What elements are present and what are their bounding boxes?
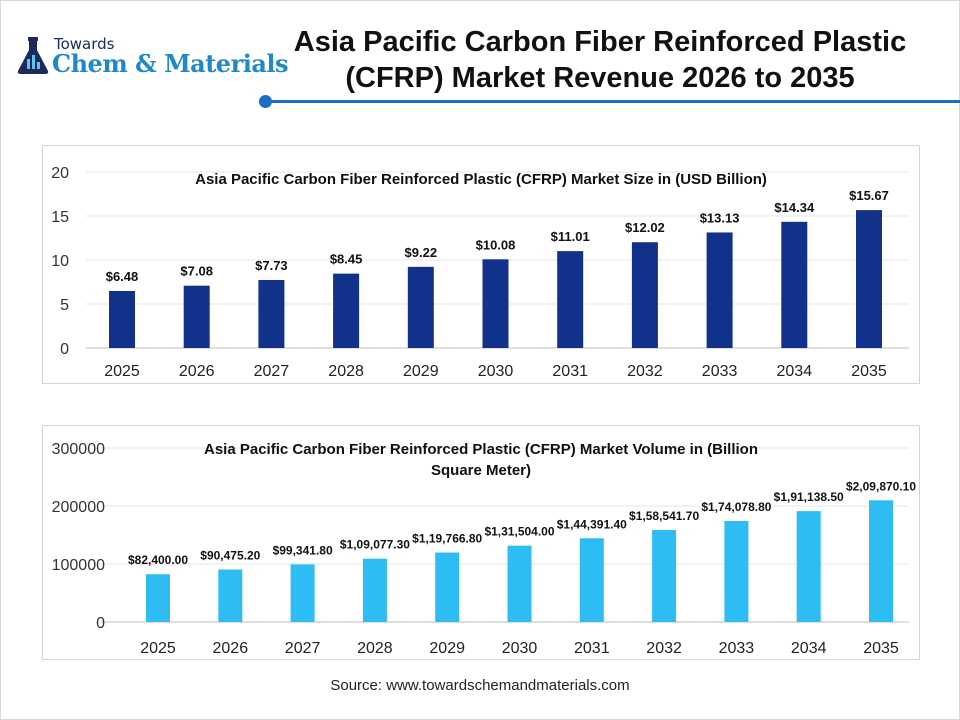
volume-bar [652, 530, 677, 622]
data-label: $7.08 [180, 264, 213, 279]
data-label: $8.45 [330, 252, 363, 267]
revenue-bar [856, 210, 882, 348]
volume-chart-svg: 0 100000 200000 300000 Asia Pacific Carbon F… [52, 441, 917, 657]
y-tick-label: 100000 [52, 557, 105, 574]
revenue-chart: 0 5 10 15 20 Asia Pacific Carbon Fiber Reinfo… [42, 145, 920, 384]
title-line-1: Asia Pacific Carbon Fiber Reinforced Pla… [293, 26, 907, 58]
data-label: $12.02 [625, 220, 665, 235]
y-tick-label: 15 [51, 209, 69, 226]
x-tick-label: 2025 [104, 363, 140, 380]
x-tick-label: 2032 [627, 363, 663, 380]
x-tick-label: 2029 [429, 640, 465, 657]
revenue-bar [407, 266, 434, 348]
volume-bar [290, 564, 315, 622]
chart-title-line: Square Meter) [431, 462, 531, 479]
x-tick-label: 2032 [646, 640, 682, 657]
data-label: $1,09,077.30 [340, 538, 410, 552]
logo: Towards Chem & Materials [16, 35, 289, 80]
x-tick-label: 2033 [719, 640, 755, 657]
title-rule-dot [259, 95, 272, 108]
x-tick-label: 2025 [140, 640, 176, 657]
logo-text-towards: Towards [54, 35, 115, 53]
x-tick-label: 2027 [254, 363, 290, 380]
x-tick-label: 2030 [478, 363, 514, 380]
x-tick-label: 2028 [357, 640, 393, 657]
data-label: $9.22 [405, 245, 438, 260]
x-tick-label: 2034 [777, 363, 813, 380]
y-tick-label: 20 [51, 165, 69, 182]
volume-bar [869, 500, 893, 622]
logo-text-main: Chem & Materials [52, 49, 289, 78]
revenue-bar [631, 242, 658, 348]
title-line-2: (CFRP) Market Revenue 2026 to 2035 [345, 62, 855, 94]
data-label: $82,400.00 [128, 553, 188, 567]
x-tick-label: 2026 [213, 640, 249, 657]
volume-bar [507, 545, 532, 622]
x-tick-label: 2030 [502, 640, 538, 657]
data-label: $11.01 [551, 229, 590, 244]
data-label: $1,31,504.00 [484, 525, 554, 539]
page-title: Asia Pacific Carbon Fiber Reinforced Pla… [270, 24, 930, 96]
data-label: $14.34 [774, 200, 815, 215]
y-tick-label: 200000 [52, 499, 105, 516]
data-label: $1,44,391.40 [557, 517, 627, 531]
data-label: $15.67 [849, 188, 889, 203]
data-label: $90,475.20 [200, 549, 260, 563]
revenue-bar [706, 232, 733, 348]
source-text: Source: www.towardschemandmaterials.com [330, 677, 630, 694]
x-tick-label: 2033 [702, 363, 738, 380]
x-tick-label: 2028 [328, 363, 364, 380]
chart-title: Asia Pacific Carbon Fiber Reinforced Pla… [195, 171, 767, 188]
data-label: $1,58,541.70 [629, 509, 699, 523]
volume-bar [146, 574, 170, 622]
x-tick-label: 2026 [179, 363, 215, 380]
volume-chart: 0 100000 200000 300000 Asia Pacific Carbon F… [42, 425, 920, 660]
data-label: $13.13 [700, 210, 740, 225]
revenue-bar [258, 279, 285, 348]
volume-bar [218, 569, 243, 622]
revenue-chart-svg: 0 5 10 15 20 Asia Pacific Carbon Fiber Reinfo… [51, 165, 909, 380]
data-label: $1,91,138.50 [774, 490, 844, 504]
revenue-bar [482, 259, 509, 348]
y-tick-label: 300000 [52, 441, 105, 458]
revenue-bar [557, 251, 584, 348]
chart-title-line: Asia Pacific Carbon Fiber Reinforced Pla… [204, 441, 758, 458]
x-tick-label: 2031 [574, 640, 610, 657]
volume-bar [362, 558, 387, 622]
flask-icon [17, 37, 49, 74]
x-tick-label: 2034 [791, 640, 827, 657]
revenue-bar [183, 285, 210, 348]
x-tick-label: 2027 [285, 640, 321, 657]
revenue-bar [109, 290, 135, 348]
y-tick-label: 0 [96, 615, 105, 632]
y-tick-label: 10 [51, 253, 69, 270]
volume-bar [796, 511, 821, 622]
y-tick-label: 5 [60, 297, 69, 314]
data-label: $6.48 [106, 269, 139, 284]
data-label: $2,09,870.10 [846, 479, 916, 493]
data-label: $1,74,078.80 [701, 500, 771, 514]
x-tick-label: 2031 [552, 363, 588, 380]
title-rule [270, 100, 960, 103]
volume-bar [435, 552, 460, 622]
x-tick-label: 2035 [863, 640, 899, 657]
revenue-bar [333, 273, 360, 348]
volume-bar [579, 538, 604, 622]
data-label: $1,19,766.80 [412, 532, 482, 546]
y-tick-label: 0 [60, 341, 69, 358]
data-label: $7.73 [255, 258, 288, 273]
x-tick-label: 2035 [851, 363, 887, 380]
data-label: $10.08 [476, 237, 516, 252]
revenue-bar [781, 221, 808, 348]
x-tick-label: 2029 [403, 363, 439, 380]
data-label: $99,341.80 [273, 543, 333, 557]
volume-bar [724, 521, 749, 622]
